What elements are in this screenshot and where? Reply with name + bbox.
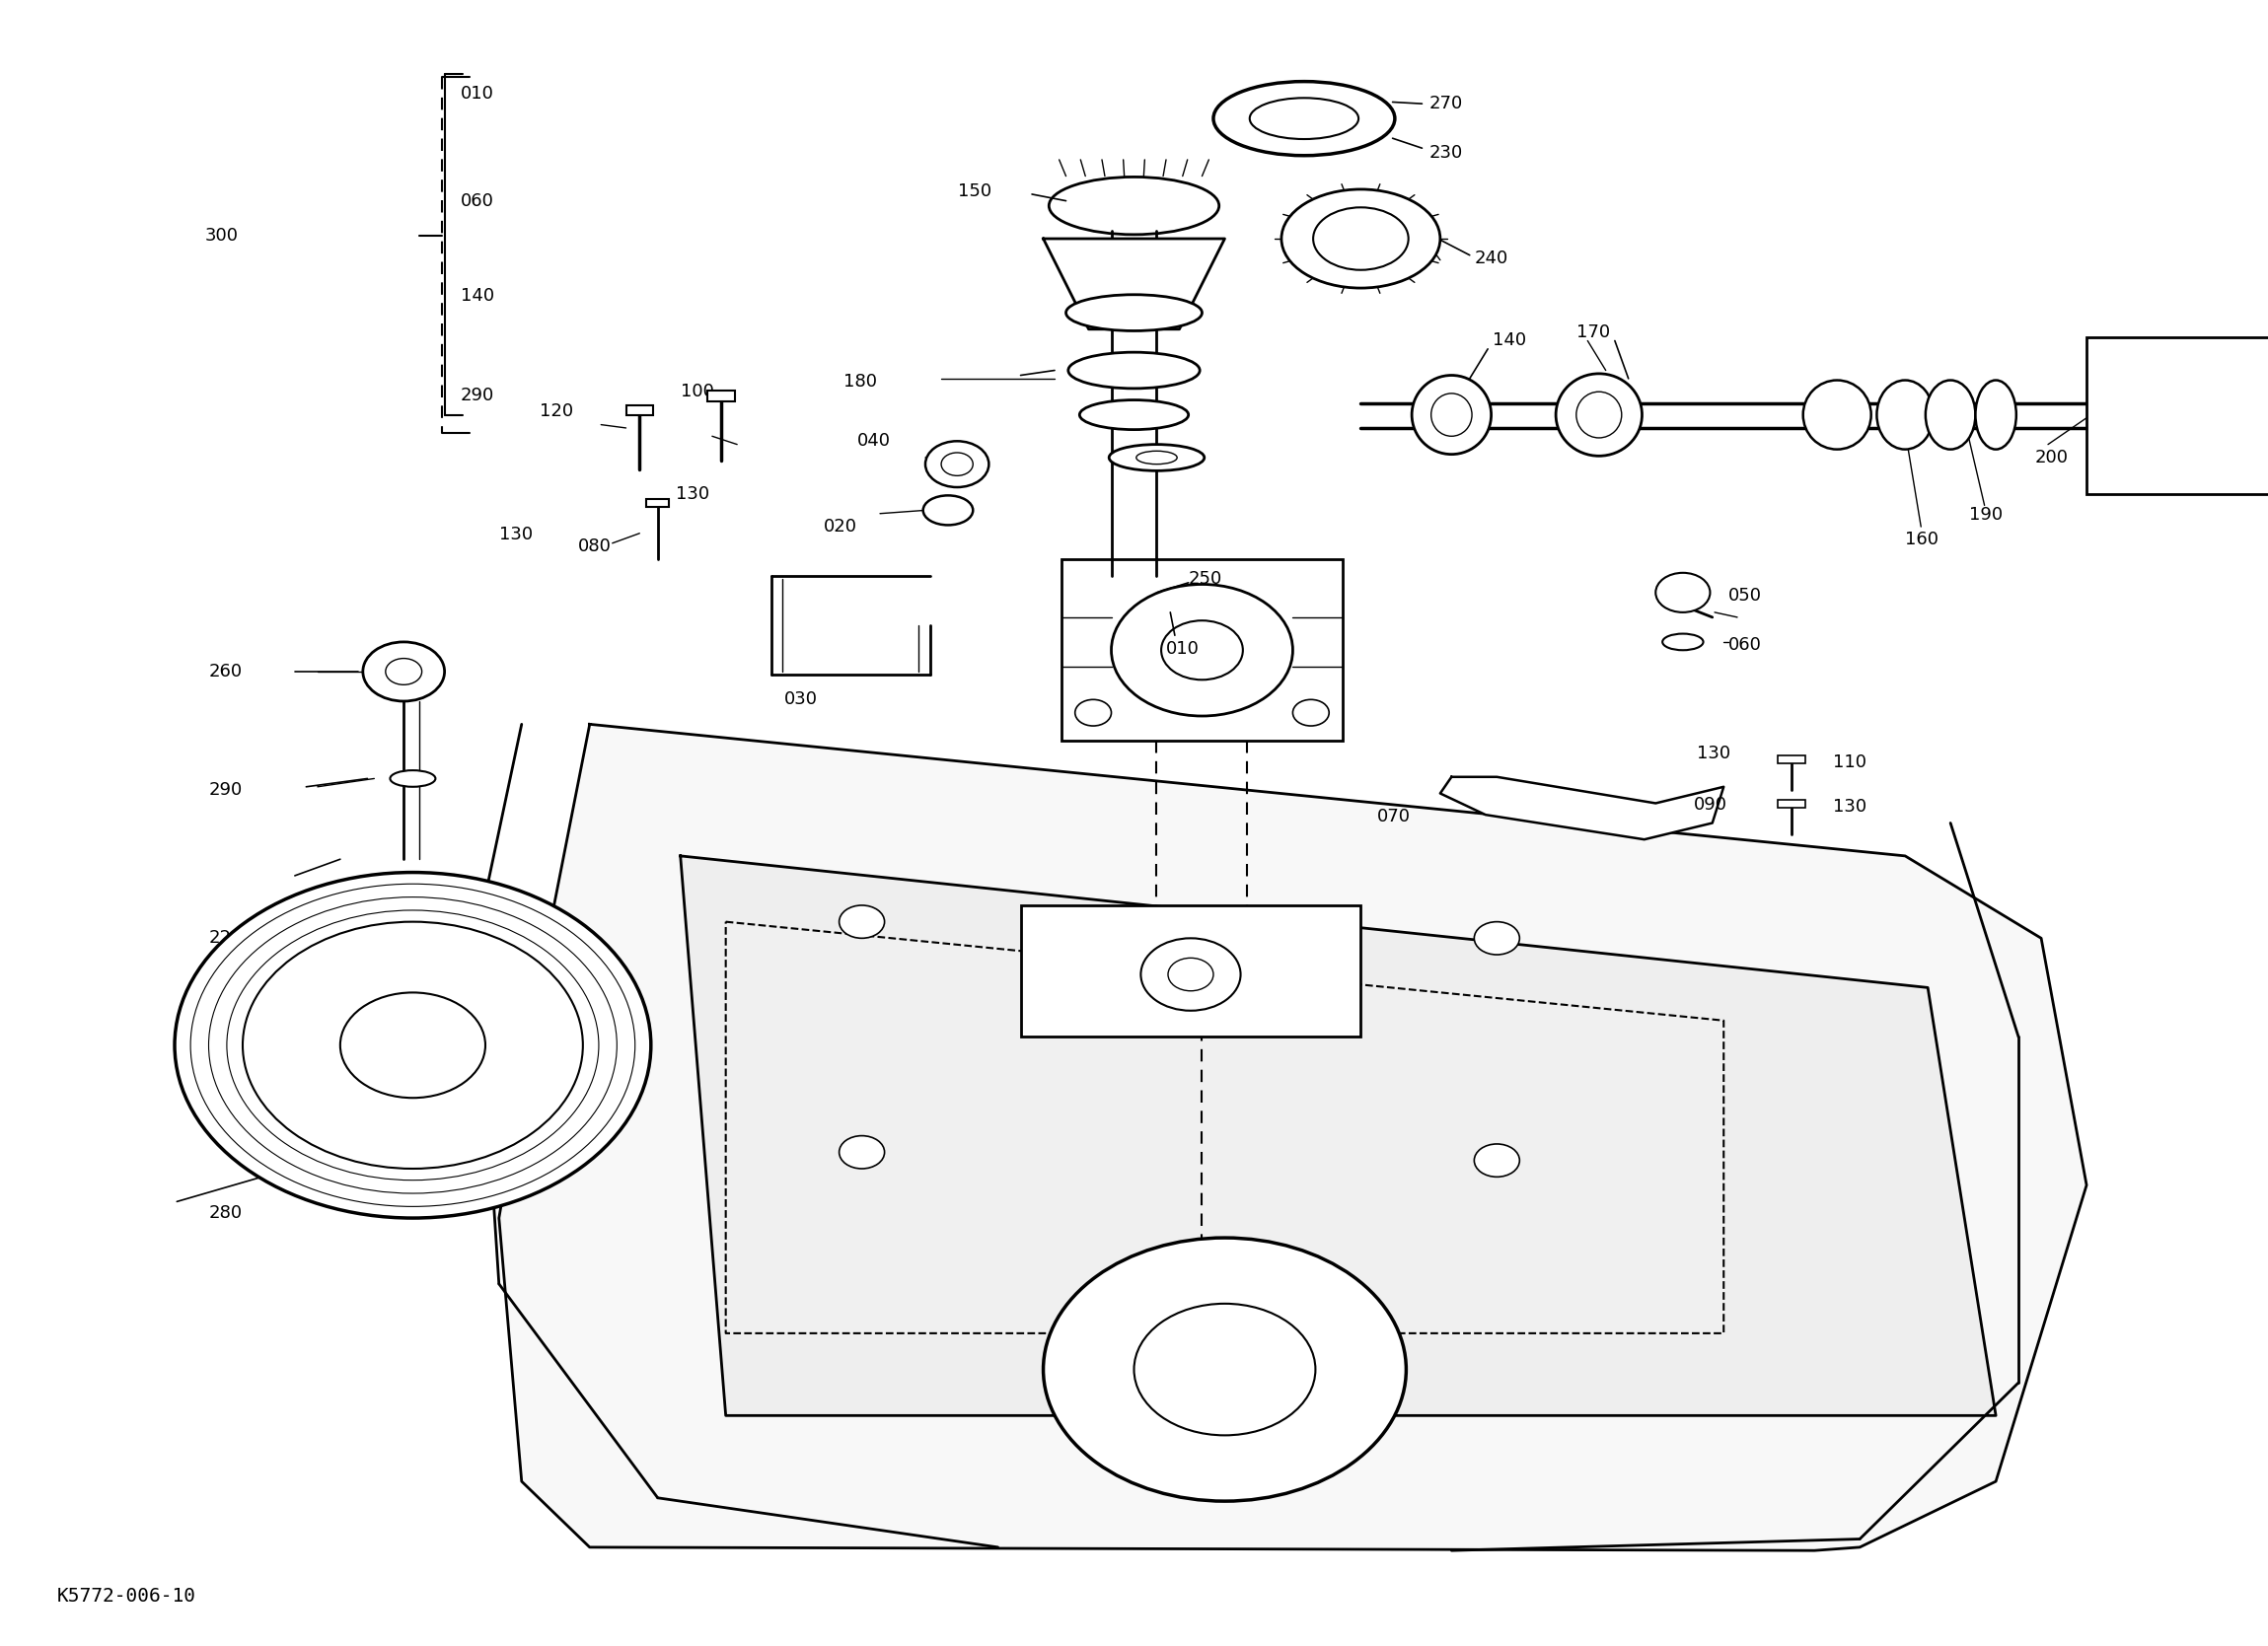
Circle shape	[1141, 938, 1241, 1011]
Circle shape	[1656, 573, 1710, 612]
Circle shape	[1075, 700, 1111, 726]
Ellipse shape	[1281, 189, 1440, 288]
Circle shape	[1111, 584, 1293, 716]
Polygon shape	[680, 856, 1996, 1416]
Text: 280: 280	[209, 1205, 243, 1221]
Ellipse shape	[1250, 97, 1359, 138]
Ellipse shape	[1048, 178, 1220, 234]
Text: 100: 100	[680, 384, 714, 400]
Ellipse shape	[1926, 380, 1975, 449]
Circle shape	[340, 993, 485, 1098]
Bar	[1778, 756, 1805, 764]
Circle shape	[363, 642, 445, 701]
Text: 060: 060	[460, 193, 494, 209]
Ellipse shape	[1080, 400, 1188, 430]
Ellipse shape	[1109, 444, 1204, 471]
Ellipse shape	[1136, 451, 1177, 464]
Polygon shape	[726, 922, 1724, 1333]
FancyBboxPatch shape	[1061, 560, 1343, 741]
Ellipse shape	[1313, 207, 1408, 270]
Ellipse shape	[1662, 634, 1703, 650]
Ellipse shape	[1803, 380, 1871, 449]
Text: 130: 130	[1833, 798, 1867, 815]
Ellipse shape	[1876, 380, 1932, 449]
Text: 130: 130	[499, 527, 533, 543]
Ellipse shape	[1066, 295, 1202, 331]
Text: 060: 060	[1728, 637, 1762, 653]
Text: 170: 170	[1576, 324, 1610, 341]
Circle shape	[243, 922, 583, 1169]
FancyBboxPatch shape	[2087, 337, 2268, 494]
Circle shape	[1293, 700, 1329, 726]
Text: 160: 160	[1905, 532, 1939, 548]
Text: 230: 230	[1429, 145, 1463, 161]
Bar	[708, 390, 735, 402]
Text: 140: 140	[460, 288, 494, 305]
Text: 200: 200	[2034, 449, 2068, 466]
Ellipse shape	[925, 441, 989, 487]
Text: 130: 130	[676, 486, 710, 502]
Ellipse shape	[1431, 393, 1472, 436]
Ellipse shape	[941, 453, 973, 476]
Circle shape	[386, 658, 422, 685]
Text: 240: 240	[1474, 250, 1508, 267]
Ellipse shape	[1556, 374, 1642, 456]
Text: 080: 080	[578, 538, 612, 555]
Text: 090: 090	[1694, 797, 1728, 813]
Text: 220: 220	[209, 930, 243, 946]
Bar	[626, 405, 653, 415]
Ellipse shape	[923, 495, 973, 525]
Polygon shape	[499, 724, 2087, 1551]
Text: 260: 260	[209, 663, 243, 680]
Polygon shape	[1043, 239, 1225, 329]
Circle shape	[839, 1136, 885, 1169]
Circle shape	[1168, 958, 1213, 991]
Text: 010: 010	[1166, 640, 1200, 657]
Circle shape	[175, 872, 651, 1218]
Ellipse shape	[1576, 392, 1622, 438]
Text: 040: 040	[857, 433, 891, 449]
Ellipse shape	[1411, 375, 1492, 454]
Circle shape	[1134, 1304, 1315, 1435]
Ellipse shape	[1975, 380, 2016, 449]
Text: 290: 290	[209, 782, 243, 798]
Text: 130: 130	[1696, 746, 1730, 762]
Text: 300: 300	[204, 227, 238, 244]
Circle shape	[1161, 621, 1243, 680]
Text: 010: 010	[460, 86, 494, 102]
Circle shape	[839, 905, 885, 938]
Text: 050: 050	[1728, 588, 1762, 604]
Text: 120: 120	[540, 403, 574, 420]
Text: 290: 290	[460, 387, 494, 403]
Circle shape	[1474, 1144, 1520, 1177]
FancyBboxPatch shape	[1021, 905, 1361, 1037]
Circle shape	[1474, 922, 1520, 955]
Bar	[1778, 800, 1805, 808]
Bar	[646, 499, 669, 507]
Text: 030: 030	[785, 691, 816, 708]
Text: 180: 180	[844, 374, 878, 390]
Text: 270: 270	[1429, 95, 1463, 112]
Text: 070: 070	[1377, 808, 1411, 825]
Text: 150: 150	[957, 183, 991, 199]
Text: 190: 190	[1969, 507, 2003, 523]
Ellipse shape	[1213, 81, 1395, 155]
Ellipse shape	[390, 770, 435, 787]
Text: 020: 020	[823, 518, 857, 535]
Polygon shape	[1440, 777, 1724, 839]
Text: K5772-006-10: K5772-006-10	[57, 1587, 195, 1606]
Ellipse shape	[1068, 352, 1200, 388]
Circle shape	[1043, 1238, 1406, 1501]
Text: 140: 140	[1492, 332, 1526, 349]
Text: 250: 250	[1188, 571, 1222, 588]
Text: 110: 110	[1833, 754, 1867, 770]
